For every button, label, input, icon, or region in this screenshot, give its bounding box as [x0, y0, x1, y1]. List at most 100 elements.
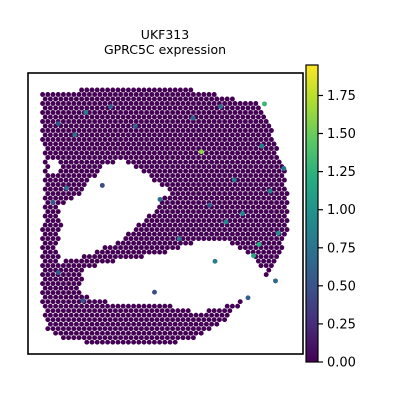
tissue-spot — [53, 177, 59, 183]
tissue-spot — [71, 299, 77, 305]
tissue-spot — [92, 326, 98, 332]
tissue-spot — [170, 245, 176, 251]
tissue-spot — [157, 123, 163, 129]
tissue-spot — [245, 195, 251, 201]
tissue-spot — [274, 254, 280, 260]
tissue-spot — [250, 132, 256, 138]
tissue-spot — [47, 321, 53, 327]
tissue-spot — [250, 141, 256, 147]
tissue-spot — [276, 213, 282, 219]
tissue-spot — [102, 137, 108, 142]
tissue-spot — [157, 321, 163, 327]
chart-subtitle: GPRC5C expression — [104, 42, 226, 57]
tissue-spot — [175, 137, 181, 142]
tissue-spot — [133, 101, 139, 106]
tissue-spot — [276, 186, 282, 192]
tissue-spot — [84, 321, 90, 327]
tissue-spot — [120, 303, 126, 309]
tissue-spot — [261, 204, 267, 210]
tissue-spot — [242, 119, 248, 124]
tissue-spot — [149, 92, 155, 97]
tissue-spot — [188, 141, 194, 147]
tissue-spot — [81, 263, 87, 269]
tissue-spot — [242, 101, 248, 106]
tissue-spot — [240, 114, 246, 120]
tissue-spot — [177, 141, 183, 147]
tissue-spot — [164, 137, 170, 142]
tissue-spot — [222, 155, 228, 160]
tissue-spot — [284, 227, 290, 233]
tissue-spot — [266, 249, 272, 255]
tissue-spot — [136, 231, 142, 237]
tissue-spot — [209, 195, 215, 201]
tissue-spot — [172, 168, 178, 174]
tissue-spot — [261, 123, 267, 129]
tissue-spot — [250, 168, 256, 174]
tissue-spot — [105, 150, 111, 156]
tissue-spot — [123, 92, 129, 97]
tissue-spot — [63, 303, 69, 309]
tissue-spot — [224, 312, 230, 318]
tissue-spot — [214, 222, 220, 228]
tissue-spot — [170, 92, 176, 97]
tissue-spot — [227, 182, 233, 188]
tissue-spot — [198, 177, 204, 183]
tissue-spot — [222, 137, 228, 142]
tissue-spot — [274, 164, 280, 170]
tissue-spot — [253, 101, 259, 106]
tissue-spot — [224, 195, 230, 201]
tissue-spot — [102, 119, 108, 124]
tissue-spot — [211, 146, 217, 151]
tissue-spot — [235, 240, 241, 246]
tissue-spot — [92, 92, 98, 97]
tissue-spot — [76, 272, 82, 278]
tissue-spot — [99, 132, 105, 138]
tissue-spot — [118, 146, 124, 151]
tissue-spot — [211, 101, 217, 106]
tissue-spot — [146, 168, 152, 174]
tissue-spot — [196, 92, 202, 97]
tissue-spot — [105, 123, 111, 129]
tissue-spot — [42, 204, 48, 210]
tissue-spot — [198, 96, 204, 102]
tissue-spot — [107, 335, 113, 341]
tissue-spot — [284, 218, 290, 224]
tissue-spot — [185, 326, 191, 332]
tissue-spot — [60, 263, 66, 269]
plot-frame — [27, 72, 304, 355]
tissue-spot — [167, 204, 173, 210]
tissue-spot — [224, 123, 230, 129]
tissue-spot — [154, 119, 160, 124]
tissue-spot — [68, 276, 74, 282]
tissue-spot — [162, 213, 168, 219]
tissue-spot — [253, 200, 259, 206]
tissue-spot — [263, 227, 269, 233]
tissue-spot — [60, 137, 66, 142]
tissue-spot — [183, 204, 189, 210]
tissue-spot — [229, 303, 235, 309]
tissue-spot — [110, 114, 116, 120]
tissue-spot — [42, 195, 48, 201]
tissue-spot — [40, 254, 46, 260]
tissue-spot — [255, 195, 261, 201]
tissue-spot — [128, 137, 134, 142]
tissue-spot — [172, 321, 178, 327]
tissue-spot — [159, 146, 165, 151]
tissue-spot — [79, 123, 85, 129]
tissue-spot — [185, 137, 191, 142]
tissue-spot — [133, 155, 139, 160]
tissue-spot — [73, 150, 79, 156]
tissue-spot — [201, 173, 207, 179]
tissue-spot — [112, 110, 118, 115]
tissue-spot — [81, 101, 87, 106]
tissue-spot — [136, 321, 142, 327]
tissue-spot — [227, 137, 233, 142]
tissue-spot — [123, 119, 129, 124]
tissue-spot — [42, 285, 48, 291]
tissue-spot — [170, 308, 176, 314]
tissue-spot — [146, 105, 152, 111]
expression-spot — [275, 230, 281, 236]
tissue-spot — [58, 312, 64, 318]
tissue-spot — [261, 132, 267, 138]
tissue-spot — [45, 119, 51, 124]
